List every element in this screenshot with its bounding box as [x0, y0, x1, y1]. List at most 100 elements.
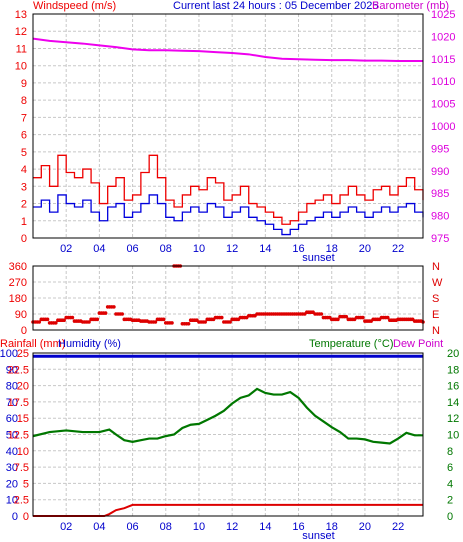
wind-panel-frame	[32, 13, 424, 239]
rain-y-tick-6: 15	[17, 413, 29, 425]
wind-x-tick-10: 10	[193, 243, 205, 255]
direction-point	[186, 321, 191, 326]
wind-x-tick-16: 16	[292, 243, 304, 255]
humidity-y-tick-70: 70	[6, 397, 18, 409]
temp-y-tick-20: 20	[447, 348, 459, 360]
baro-y-tick-995: 995	[431, 143, 449, 155]
wind-x-tick-22: 22	[392, 243, 404, 255]
wind-x-tick-04: 04	[93, 243, 105, 255]
temp-x-tick-06: 06	[126, 521, 138, 533]
direction-point	[161, 317, 166, 322]
humidity-y-tick-60: 60	[6, 413, 18, 425]
dir-compass-1: E	[432, 309, 439, 321]
direction-point	[344, 314, 349, 319]
direction-point	[103, 311, 108, 315]
direction-point	[170, 321, 174, 325]
direction-point	[112, 305, 116, 309]
wind-x-tick-14: 14	[259, 243, 271, 255]
wind-y-tick-0: 0	[21, 233, 27, 245]
rain-y-tick-10: 25	[17, 348, 29, 360]
baro-y-tick-980: 980	[431, 211, 449, 223]
baro-title: Barometer (mb)	[372, 0, 449, 12]
dewpoint-title: Dew Point	[393, 338, 443, 350]
temp-y-tick-10: 10	[447, 430, 459, 442]
temp-y-tick-6: 6	[447, 462, 453, 474]
wind-y-tick-7: 7	[21, 112, 27, 124]
baro-y-tick-1005: 1005	[431, 99, 455, 111]
dir-y-tick-270: 270	[9, 277, 27, 289]
dir-compass-0: N	[432, 325, 440, 337]
wind-x-tick-18: 18	[326, 243, 338, 255]
direction-point	[153, 320, 158, 324]
baro-y-tick-1010: 1010	[431, 76, 455, 88]
rain-y-tick-7: 17.5	[8, 397, 29, 409]
temp-x-tick-22: 22	[392, 521, 404, 533]
temp-y-tick-16: 16	[447, 381, 459, 393]
rain-y-tick-0: 0	[23, 511, 29, 523]
wind-y-tick-5: 5	[21, 147, 27, 159]
rain-y-tick-9: 22.5	[8, 364, 29, 376]
rain-y-tick-5: 12.5	[8, 430, 29, 442]
temp-x-tick-20: 20	[359, 521, 371, 533]
baro-y-tick-975: 975	[431, 233, 449, 245]
wind-x-tick-02: 02	[60, 243, 72, 255]
dir-y-tick-360: 360	[9, 261, 27, 273]
direction-point	[95, 317, 100, 322]
wind-y-tick-4: 4	[21, 164, 27, 176]
dir-y-tick-0: 0	[21, 325, 27, 337]
center-title: Current last 24 hours : 05 December 2025	[173, 0, 378, 12]
baro-y-tick-985: 985	[431, 188, 449, 200]
rain-y-tick-2: 5	[23, 478, 29, 490]
wind-y-tick-2: 2	[21, 199, 27, 211]
temp-panel-frame	[32, 352, 424, 517]
temperature-title: Temperature (°C)	[309, 338, 393, 350]
rain-y-tick-8: 20	[17, 381, 29, 393]
baro-y-tick-1015: 1015	[431, 54, 455, 66]
direction-point	[219, 315, 224, 320]
direction-point	[54, 321, 58, 325]
dir-compass-3: W	[432, 277, 443, 289]
temp-y-tick-14: 14	[447, 397, 459, 409]
baro-y-tick-1025: 1025	[431, 9, 455, 21]
dir-panel-frame	[32, 265, 424, 331]
barometer-line	[32, 37, 423, 63]
wind-x-tick-20: 20	[359, 243, 371, 255]
humidity-y-tick-40: 40	[6, 446, 18, 458]
baro-y-tick-1020: 1020	[431, 31, 455, 43]
rain-y-tick-4: 10	[17, 446, 29, 458]
dir-y-tick-180: 180	[9, 293, 27, 305]
rain-y-tick-1: 2.5	[14, 495, 29, 507]
direction-point	[336, 317, 340, 322]
dir-y-tick-90: 90	[15, 309, 27, 321]
temp-x-tick-18: 18	[326, 521, 338, 533]
direction-point	[70, 315, 75, 320]
gust-line	[33, 154, 424, 225]
wind-y-tick-10: 10	[15, 61, 27, 73]
wind-x-tick-06: 06	[126, 243, 138, 255]
wind-y-tick-8: 8	[21, 95, 27, 107]
wind-x-tick-12: 12	[226, 243, 238, 255]
direction-point	[385, 315, 390, 320]
direction-point	[87, 320, 91, 324]
humidity-y-tick-0: 0	[12, 511, 18, 523]
temp-x-tick-14: 14	[259, 521, 271, 533]
wind-y-tick-1: 1	[21, 216, 27, 228]
rain-y-tick-3: 7.5	[14, 462, 29, 474]
wind-y-tick-12: 12	[15, 26, 27, 38]
temp-y-tick-2: 2	[447, 495, 453, 507]
temp-sunset-label: sunset	[302, 530, 334, 542]
humidity-y-tick-100: 100	[0, 348, 18, 360]
temp-y-tick-12: 12	[447, 413, 459, 425]
humidity-y-tick-80: 80	[6, 381, 18, 393]
temp-x-tick-04: 04	[93, 521, 105, 533]
direction-point	[120, 312, 125, 316]
temperature-line	[32, 387, 423, 445]
wind-x-tick-08: 08	[160, 243, 172, 255]
temp-x-tick-10: 10	[193, 521, 205, 533]
baro-y-tick-990: 990	[431, 166, 449, 178]
wind-y-tick-13: 13	[15, 9, 27, 21]
temp-y-tick-4: 4	[447, 478, 453, 490]
direction-point	[319, 312, 324, 316]
